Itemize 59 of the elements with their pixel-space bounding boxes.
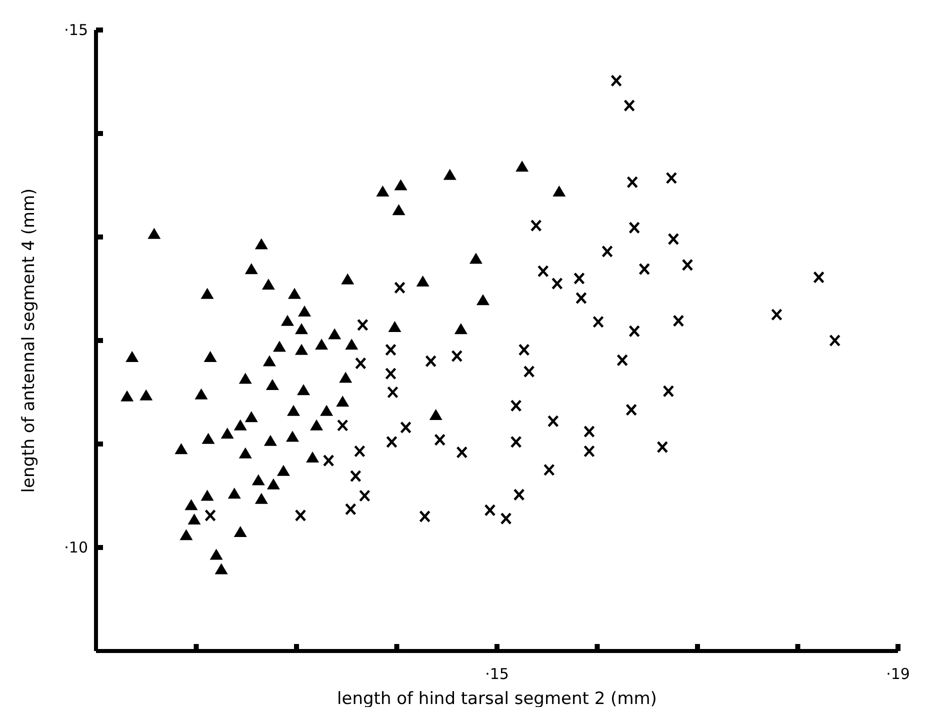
x-tick-label: ·19 <box>886 665 910 683</box>
point <box>551 277 563 290</box>
point <box>425 355 437 368</box>
point <box>518 344 530 356</box>
point <box>510 436 522 448</box>
point <box>813 271 825 284</box>
point <box>602 245 613 258</box>
point <box>513 488 525 501</box>
point <box>523 365 535 378</box>
point <box>386 436 398 448</box>
y-tick-label: ·10 <box>64 538 88 556</box>
point <box>350 470 362 482</box>
point <box>456 446 468 458</box>
point <box>626 404 638 416</box>
point <box>662 385 674 398</box>
point <box>530 219 542 232</box>
point <box>656 440 668 454</box>
point <box>592 316 604 328</box>
point <box>344 503 356 516</box>
point <box>576 292 587 304</box>
point <box>484 504 496 516</box>
point <box>626 176 638 188</box>
point <box>666 172 678 184</box>
y-axis-title: length of antennal segment 4 (mm) <box>19 188 39 493</box>
point <box>771 308 782 321</box>
point <box>537 264 549 278</box>
point <box>394 282 406 294</box>
point <box>584 425 595 438</box>
point <box>385 344 396 356</box>
point <box>354 357 366 370</box>
point <box>356 318 368 332</box>
point <box>500 512 512 525</box>
point <box>354 445 366 458</box>
point <box>628 221 640 234</box>
point <box>547 415 559 428</box>
point <box>638 262 650 276</box>
point <box>294 509 306 522</box>
point <box>672 314 684 328</box>
point <box>204 509 216 522</box>
point <box>668 232 680 246</box>
point <box>322 454 334 467</box>
point <box>419 510 431 523</box>
point <box>682 258 694 272</box>
point <box>336 419 348 432</box>
point <box>584 445 595 458</box>
point <box>574 272 585 285</box>
point <box>358 490 370 502</box>
point <box>628 324 640 338</box>
point <box>610 74 622 87</box>
point <box>829 334 841 347</box>
point <box>400 421 412 434</box>
point <box>451 350 463 362</box>
point <box>387 386 398 398</box>
point <box>434 434 446 446</box>
point <box>385 367 396 380</box>
point <box>543 464 555 476</box>
point <box>624 99 636 112</box>
point <box>616 354 628 366</box>
point <box>510 400 522 412</box>
